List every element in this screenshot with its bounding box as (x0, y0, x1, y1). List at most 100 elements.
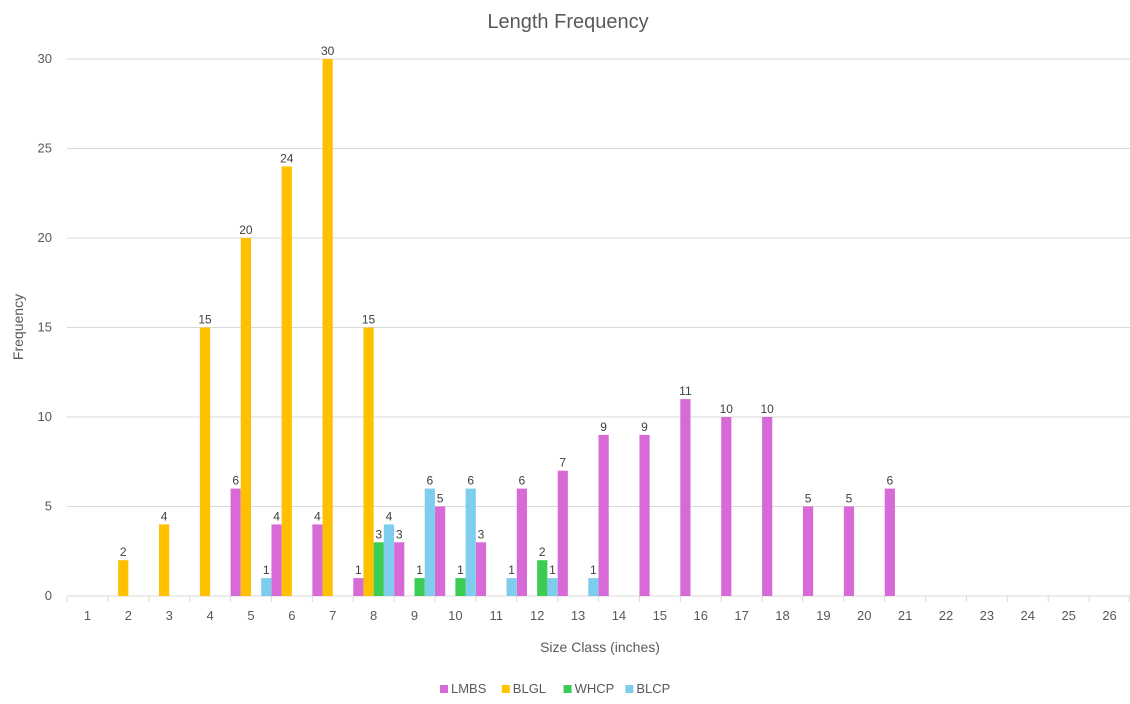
bar-lmbs (884, 488, 895, 596)
y-tick-label: 10 (38, 409, 52, 424)
bar-lmbs (843, 506, 855, 596)
y-axis-ticks: 0 5 10 15 20 25 30 (38, 51, 52, 603)
data-label-blgl: 15 (362, 313, 376, 327)
x-tick-label: 14 (612, 608, 626, 623)
x-tick-label: 16 (693, 608, 707, 623)
x-tick-label: 7 (329, 608, 336, 623)
data-label-blcp: 6 (467, 474, 474, 488)
data-label-blgl: 2 (120, 545, 127, 559)
bar-blcp (424, 488, 435, 596)
bar-blcp (506, 578, 517, 596)
x-tick-label: 2 (125, 608, 132, 623)
data-label-blgl: 15 (198, 313, 212, 327)
data-label-lmbs: 9 (600, 420, 607, 434)
x-axis-ticks: 1 2 3 4 5 6 7 8 9 10 11 12 13 14 15 16 17 18 19 20 21 22 23 24 2… (66, 596, 1130, 623)
x-tick-label: 3 (166, 608, 173, 623)
bar-lmbs (475, 542, 487, 596)
data-label-lmbs: 3 (478, 527, 485, 541)
data-label-blgl: 20 (239, 223, 253, 237)
data-label-blgl: 30 (321, 44, 335, 58)
y-tick-label: 20 (38, 230, 52, 245)
bar-blgl (322, 59, 333, 596)
chart-title: Length Frequency (487, 11, 648, 33)
bar-blgl (240, 238, 251, 596)
data-label-blcp: 1 (549, 563, 556, 577)
bar-lmbs (516, 488, 527, 596)
x-axis-title: Size Class (inches) (540, 639, 660, 655)
data-label-lmbs: 10 (761, 402, 775, 416)
bar-lmbs (557, 470, 568, 596)
x-tick-label: 8 (370, 608, 377, 623)
x-tick-label: 20 (857, 608, 871, 623)
bar-lmbs (435, 506, 446, 596)
y-tick-label: 0 (45, 588, 52, 603)
x-tick-label: 15 (653, 608, 667, 623)
x-tick-label: 24 (1021, 608, 1035, 623)
x-tick-label: 23 (980, 608, 994, 623)
bar-lmbs (394, 542, 405, 596)
x-tick-label: 6 (288, 608, 295, 623)
data-label-lmbs: 6 (886, 474, 893, 488)
bar-lmbs (598, 434, 609, 596)
x-tick-label: 19 (816, 608, 830, 623)
bar-blgl (118, 560, 129, 596)
bar-whcp (414, 578, 425, 596)
data-label-whcp: 1 (416, 563, 423, 577)
x-tick-label: 13 (571, 608, 585, 623)
data-label-blcp: 6 (426, 474, 433, 488)
bar-blcp (383, 524, 395, 596)
data-label-blcp: 1 (590, 563, 597, 577)
legend-swatch-whcp (563, 685, 572, 693)
data-label-blgl: 24 (280, 151, 294, 165)
x-tick-label: 10 (448, 608, 462, 623)
y-axis-title: Frequency (10, 294, 26, 360)
data-label-blcp: 1 (508, 563, 515, 577)
data-label-whcp: 1 (457, 563, 464, 577)
bar-blgl (281, 166, 292, 596)
gridlines (67, 58, 1130, 597)
x-tick-label: 17 (734, 608, 748, 623)
legend-label-whcp: WHCP (575, 681, 615, 696)
data-label-lmbs: 5 (805, 492, 812, 506)
x-tick-label: 4 (206, 608, 213, 623)
y-tick-label: 25 (38, 141, 52, 156)
bar-blgl (363, 327, 374, 596)
legend-label-blcp: BLCP (636, 681, 670, 696)
data-label-blcp: 4 (386, 509, 393, 523)
legend-swatch-lmbs (440, 685, 448, 693)
bar-blcp (547, 578, 558, 596)
legend-label-blgl: BLGL (513, 681, 546, 696)
legend-label-lmbs: LMBS (451, 681, 487, 696)
x-tick-label: 12 (530, 608, 544, 623)
data-label-blgl: 4 (161, 509, 168, 523)
y-tick-label: 5 (45, 499, 52, 514)
x-tick-label: 5 (247, 608, 254, 623)
data-label-lmbs: 9 (641, 420, 648, 434)
data-label-lmbs: 4 (314, 509, 321, 523)
bar-whcp (455, 578, 466, 596)
data-label-blcp: 1 (263, 563, 270, 577)
legend: LMBS BLGL WHCP BLCP (440, 681, 670, 696)
x-tick-label: 25 (1061, 608, 1075, 623)
x-tick-label: 1 (84, 608, 91, 623)
bar-blgl (159, 524, 170, 596)
x-tick-label: 18 (775, 608, 789, 623)
x-tick-label: 11 (490, 608, 504, 623)
bar-lmbs (312, 524, 323, 596)
x-tick-label: 9 (411, 608, 418, 623)
x-tick-label: 26 (1102, 608, 1116, 623)
bar-lmbs (721, 417, 732, 596)
bar-blcp (588, 578, 599, 596)
bar-lmbs (680, 399, 691, 596)
data-label-lmbs: 10 (720, 402, 734, 416)
bar-lmbs (762, 417, 773, 596)
bars (118, 59, 895, 596)
x-tick-label: 21 (898, 608, 912, 623)
bar-lmbs (353, 578, 364, 596)
bar-lmbs (802, 506, 814, 596)
bar-lmbs (639, 434, 650, 596)
data-label-lmbs: 4 (273, 509, 280, 523)
data-label-lmbs: 1 (355, 563, 362, 577)
